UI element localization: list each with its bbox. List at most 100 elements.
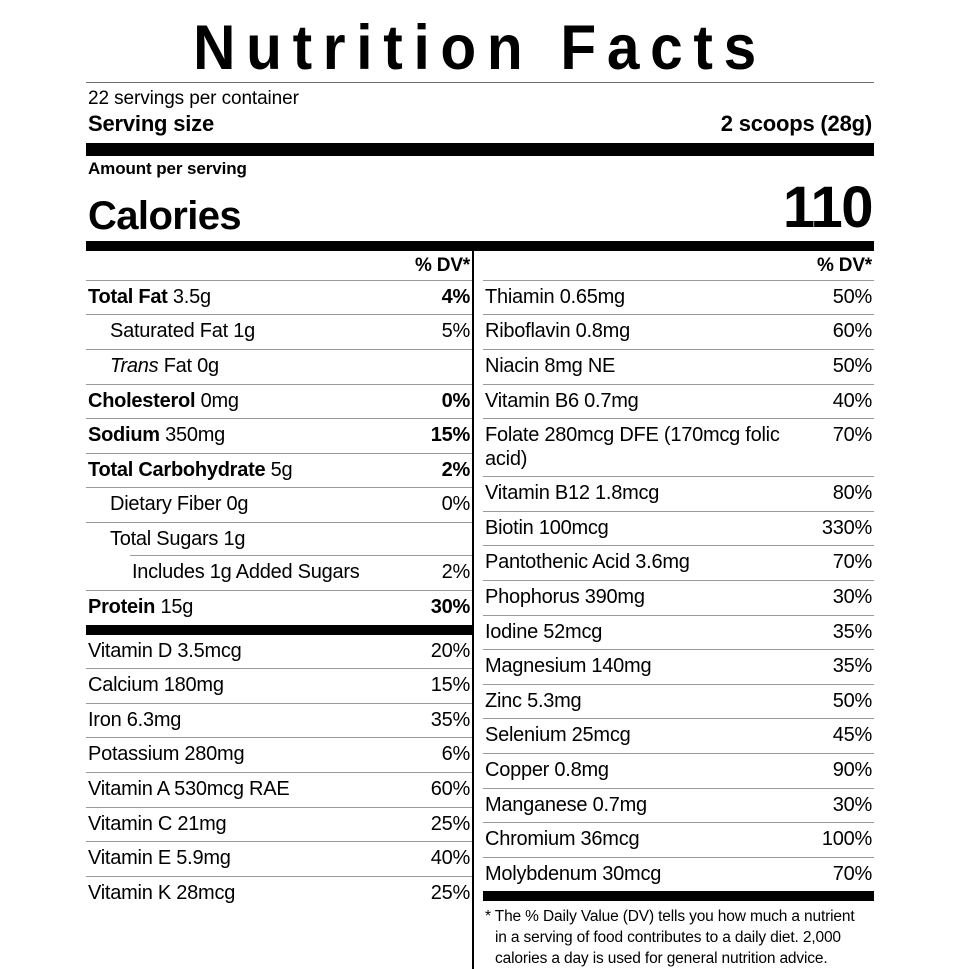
micronutrient-list-left: Vitamin D 3.5mcg 20% Calcium 180mg 15% Iron … xyxy=(86,635,472,911)
nutrient-name: Pantothenic Acid 3.6mg xyxy=(485,551,690,574)
nutrient-daily-value: 60% xyxy=(832,320,873,343)
nutrient-name: Selenium 25mcg xyxy=(485,724,631,747)
nutrient-name: Folate 280mcg DFE (170mcg folic acid) xyxy=(485,424,780,470)
nutrient-row: Vitamin B12 1.8mcg 80% xyxy=(483,476,874,511)
nutrient-name: Zinc 5.3mg xyxy=(485,689,582,712)
daily-value-footnote: * The % Daily Value (DV) tells you how m… xyxy=(485,908,855,967)
nutrient-daily-value: 35% xyxy=(430,708,471,731)
nutrient-columns: % DV* Total Fat 3.5g 4% Saturated Fat 1g 5%… xyxy=(86,250,874,969)
nutrient-daily-value: 30% xyxy=(832,793,873,816)
nutrient-daily-value: 60% xyxy=(430,778,471,801)
nutrient-row: Includes 1g Added Sugars 2% xyxy=(86,555,472,590)
nutrient-name: Manganese 0.7mg xyxy=(485,793,647,816)
nutrient-row: Folate 280mcg DFE (170mcg folic acid) 70% xyxy=(483,418,874,476)
nutrient-name: Biotin 100mcg xyxy=(485,516,609,539)
dv-header-left: % DV* xyxy=(415,254,470,276)
nutrient-daily-value: 30% xyxy=(430,596,471,619)
nutrient-name: Chromium 36mcg xyxy=(485,828,640,851)
serving-size-value: 2 scoops (28g) xyxy=(720,110,872,136)
nutrient-name: Saturated Fat 1g xyxy=(110,320,255,343)
amount-per-serving-label: Amount per serving xyxy=(88,158,247,178)
nutrient-row: Calcium 180mg 15% xyxy=(86,668,472,703)
calories-row: Calories 110 xyxy=(86,174,874,241)
nutrient-name: Total Carbohydrate 5g xyxy=(88,458,293,481)
nutrient-row: Molybdenum 30mcg 70% xyxy=(483,856,874,892)
calories-value: 110 xyxy=(782,174,874,240)
nutrient-name: Molybdenum 30mcg xyxy=(485,862,662,885)
nutrient-row: Phophorus 390mg 30% xyxy=(483,580,874,615)
serving-size-row: Serving size 2 scoops (28g) xyxy=(86,110,874,143)
nutrient-daily-value: 2% xyxy=(441,561,471,584)
nutrient-name: Vitamin B12 1.8mcg xyxy=(485,482,660,505)
nutrient-row: Total Fat 3.5g 4% xyxy=(86,279,472,315)
nutrient-name: Trans Fat 0g xyxy=(110,354,219,377)
dv-header-right: % DV* xyxy=(817,254,872,276)
thick-divider-footnote xyxy=(483,891,874,902)
nutrient-row: Trans Fat 0g xyxy=(86,348,472,384)
nutrient-daily-value: 45% xyxy=(832,724,873,747)
nutrient-daily-value: 4% xyxy=(441,285,471,308)
nutrient-name: Calcium 180mg xyxy=(88,674,224,697)
nutrient-row: Total Carbohydrate 5g 2% xyxy=(86,452,472,488)
nutrient-row: Total Sugars 1g xyxy=(86,521,472,557)
nutrient-daily-value: 90% xyxy=(832,759,873,782)
nutrient-row: Thiamin 0.65mg 50% xyxy=(483,279,874,315)
nutrient-name: Vitamin D 3.5mcg xyxy=(88,639,242,662)
nutrient-row: Cholesterol 0mg 0% xyxy=(86,383,472,419)
nutrient-name: Protein 15g xyxy=(88,596,194,619)
serving-size-label: Serving size xyxy=(88,110,214,136)
nutrient-row: Vitamin K 28mcg 25% xyxy=(86,875,472,911)
nutrient-column-right: % DV* Thiamin 0.65mg 50% Riboflavin 0.8mg 6… xyxy=(483,251,874,969)
nutrient-name: Vitamin K 28mcg xyxy=(88,881,236,904)
nutrient-name: Phophorus 390mg xyxy=(485,586,645,609)
nutrient-name: Potassium 280mg xyxy=(88,743,245,766)
nutrient-name: Dietary Fiber 0g xyxy=(110,493,249,516)
nutrient-row: Zinc 5.3mg 50% xyxy=(483,683,874,719)
nutrient-name: Cholesterol 0mg xyxy=(88,389,239,412)
nutrient-daily-value: 0% xyxy=(441,493,471,516)
title-divider xyxy=(86,81,874,83)
nutrient-daily-value: 100% xyxy=(821,828,872,851)
servings-per-container: 22 servings per container xyxy=(88,87,299,109)
nutrient-row: Potassium 280mg 6% xyxy=(86,737,472,772)
nutrient-row: Pantothenic Acid 3.6mg 70% xyxy=(483,545,874,580)
nutrient-name: Vitamin B6 0.7mg xyxy=(485,389,639,412)
nutrient-row: Selenium 25mcg 45% xyxy=(483,718,874,753)
nutrient-daily-value: 70% xyxy=(832,424,873,447)
nutrient-name: Vitamin A 530mcg RAE xyxy=(88,778,290,801)
nutrient-name: Total Fat 3.5g xyxy=(88,285,211,308)
nutrient-row: Vitamin A 530mcg RAE 60% xyxy=(86,772,472,807)
page-title: Nutrition Facts xyxy=(193,13,767,83)
nutrient-name: Magnesium 140mg xyxy=(485,655,652,678)
nutrient-name: Sodium 350mg xyxy=(88,424,226,447)
calories-label: Calories xyxy=(88,193,242,238)
nutrient-name: Vitamin E 5.9mg xyxy=(88,847,231,870)
nutrient-name: Thiamin 0.65mg xyxy=(485,285,625,308)
nutrient-name: Iron 6.3mg xyxy=(88,708,182,731)
nutrient-daily-value: 35% xyxy=(832,620,873,643)
nutrient-name: Total Sugars 1g xyxy=(110,527,246,550)
nutrient-daily-value: 330% xyxy=(821,516,872,539)
nutrient-row: Protein 15g 30% xyxy=(86,590,472,625)
nutrient-daily-value: 70% xyxy=(832,551,873,574)
nutrient-name: Niacin 8mg NE xyxy=(485,354,616,377)
nutrient-daily-value: 40% xyxy=(430,847,471,870)
nutrient-daily-value: 2% xyxy=(441,458,471,481)
nutrient-daily-value: 15% xyxy=(430,674,471,697)
nutrient-row: Dietary Fiber 0g 0% xyxy=(86,487,472,522)
nutrient-row: Vitamin E 5.9mg 40% xyxy=(86,841,472,876)
nutrient-daily-value: 5% xyxy=(441,320,471,343)
nutrient-name: Includes 1g Added Sugars xyxy=(132,561,360,584)
nutrient-name: Riboflavin 0.8mg xyxy=(485,320,630,343)
thick-divider-protein xyxy=(86,624,472,635)
nutrient-daily-value: 50% xyxy=(832,689,873,712)
nutrient-row: Iodine 52mcg 35% xyxy=(483,614,874,650)
nutrient-column-left: % DV* Total Fat 3.5g 4% Saturated Fat 1g 5%… xyxy=(86,251,472,969)
nutrient-row: Chromium 36mcg 100% xyxy=(483,822,874,857)
nutrient-row: Magnesium 140mg 35% xyxy=(483,649,874,684)
nutrient-daily-value: 35% xyxy=(832,655,873,678)
nutrient-daily-value: 15% xyxy=(430,424,471,447)
nutrient-row: Biotin 100mcg 330% xyxy=(483,510,874,546)
nutrient-daily-value: 20% xyxy=(430,639,471,662)
nutrient-row: Manganese 0.7mg 30% xyxy=(483,787,874,823)
